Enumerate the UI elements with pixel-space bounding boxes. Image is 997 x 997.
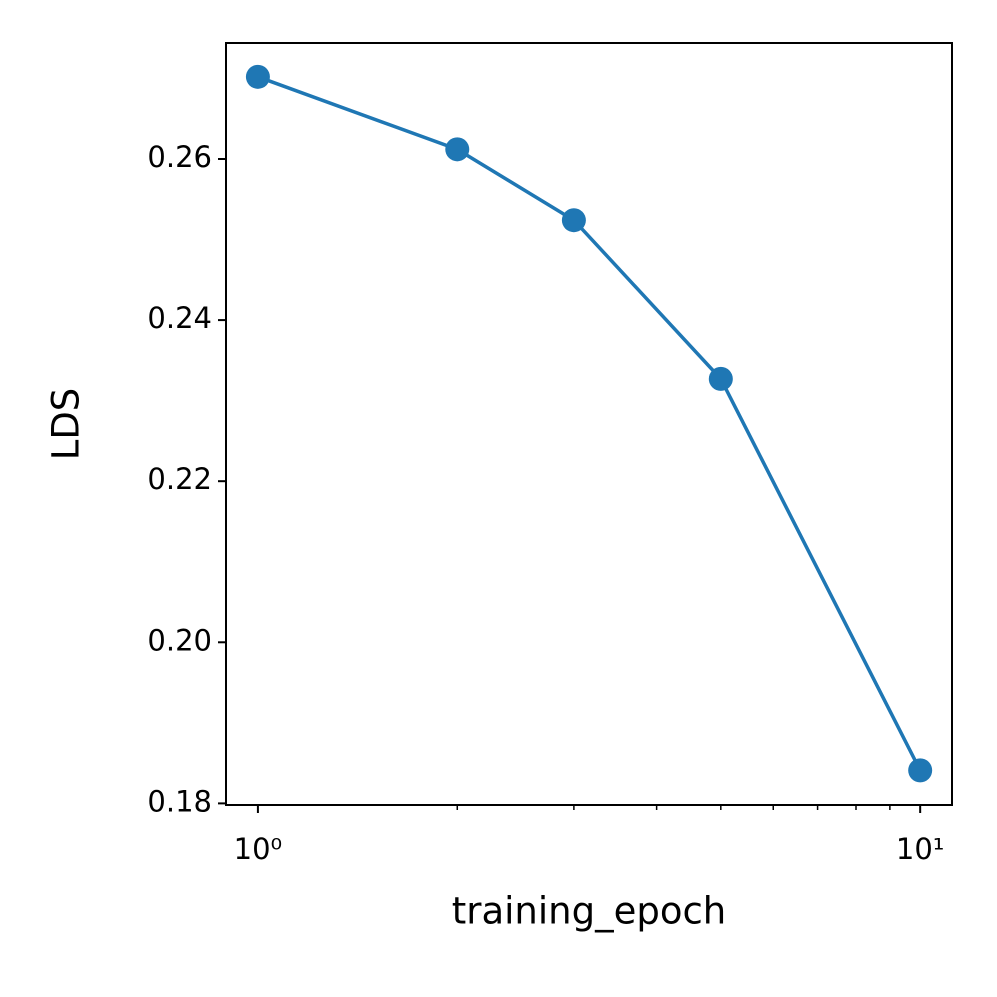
y-axis-label: LDS: [45, 388, 88, 461]
y-tick-label: 0.24: [147, 301, 212, 335]
point: [445, 137, 470, 162]
line: [257, 75, 922, 772]
x-tick-label: 10¹: [896, 832, 945, 866]
point: [561, 208, 586, 233]
point: [245, 64, 270, 89]
y-tick-label: 0.18: [147, 784, 212, 818]
y-tick-label: 0.20: [147, 623, 212, 657]
plot-frame: [225, 42, 953, 806]
point: [708, 366, 733, 391]
y-tick-label: 0.26: [147, 140, 212, 174]
x-tick-label: 10⁰: [234, 832, 283, 866]
point: [908, 758, 933, 783]
x-axis-label: training_epoch: [452, 890, 727, 933]
y-tick-label: 0.22: [147, 462, 212, 496]
